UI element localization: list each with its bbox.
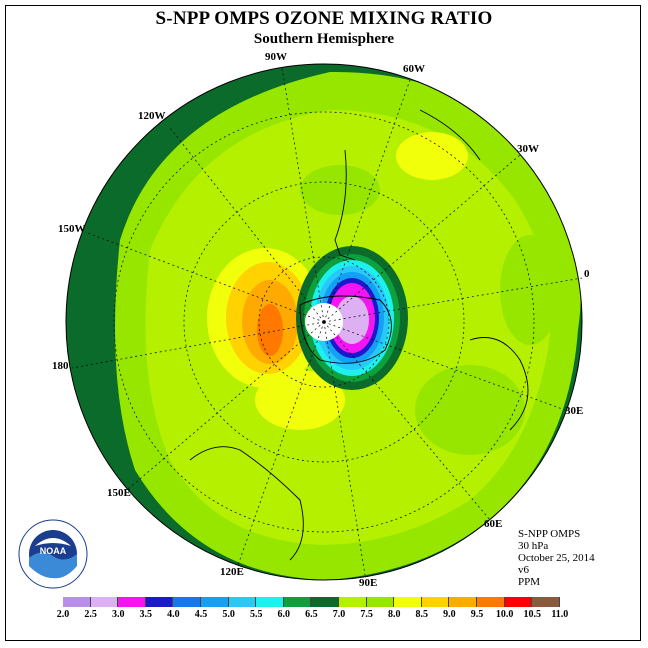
noaa-logo: NOAA [18,519,88,589]
legend-swatch [339,597,367,607]
legend-tick-label: 7.5 [360,609,373,620]
legend-tick-label: 2.5 [84,609,97,620]
label-60e: 60E [484,518,503,530]
legend-swatch [201,597,229,607]
label-120e: 120E [220,566,244,578]
legend-tick-label: 10.5 [523,609,541,620]
legend-swatch [228,597,257,607]
legend-swatch [449,597,477,607]
map-title: S-NPP OMPS OZONE MIXING RATIO [155,8,493,29]
label-120w: 120W [138,110,166,122]
legend-tick-label: 3.0 [111,609,125,620]
label-90w: 90W [265,51,287,63]
noaa-logo-text: NOAA [40,546,67,556]
date-text: October 25, 2014 [518,552,595,564]
legend-swatch [283,597,312,607]
label-150e: 150E [107,487,131,499]
legend-tick-label: 5.0 [222,609,235,620]
legend-swatch [63,597,91,607]
plot-frame [5,5,641,641]
label-60w: 60W [403,63,425,75]
legend-tick-label: 8.0 [387,609,401,620]
legend-tick-label: 6.0 [277,609,291,620]
legend-swatch [394,597,422,607]
level-text: 30 hPa [518,540,549,552]
instrument-text: S-NPP OMPS [518,528,581,540]
label-150w: 150W [58,223,86,235]
label-0: 0 [584,268,590,280]
legend-swatch [421,597,450,607]
label-90e: 90E [359,577,378,589]
version-text: v6 [518,564,529,576]
legend-tick-label: 3.5 [139,609,153,620]
map-subtitle: Southern Hemisphere [253,31,395,47]
legend-swatch [256,597,284,607]
legend-swatch [311,597,339,607]
legend-swatch [532,597,560,607]
legend-tick-label: 9.0 [443,609,456,620]
coastlines [189,109,529,561]
south-pole-marker [322,320,326,324]
legend-tick-label: 4.0 [167,609,180,620]
units-text: PPM [518,576,541,588]
label-180: 180 [52,360,69,372]
label-30e: 30E [565,405,584,417]
legend-swatch [145,597,174,607]
legend-swatch [90,597,119,607]
legend-tick-label: 10.0 [495,609,514,620]
legend-tick-label: 9.5 [470,609,484,620]
legend-tick-label: 7.0 [332,609,346,620]
legend-tick-label: 4.5 [194,609,208,620]
legend-tick-label: 5.5 [249,609,263,620]
legend-swatch [173,597,201,607]
legend-tick-label: 6.5 [305,609,318,620]
legend-swatch [118,597,146,607]
legend-tick-label: 2.0 [56,609,70,620]
graticule [71,67,583,576]
ozone-field [66,64,582,580]
map-border [65,63,583,581]
legend-tick-label: 8.5 [415,609,429,620]
legend-swatch [477,597,505,607]
legend-tick-label: 11.0 [551,609,569,620]
label-30w: 30W [517,143,539,155]
legend-swatch [366,597,395,607]
legend-swatch [504,597,533,607]
